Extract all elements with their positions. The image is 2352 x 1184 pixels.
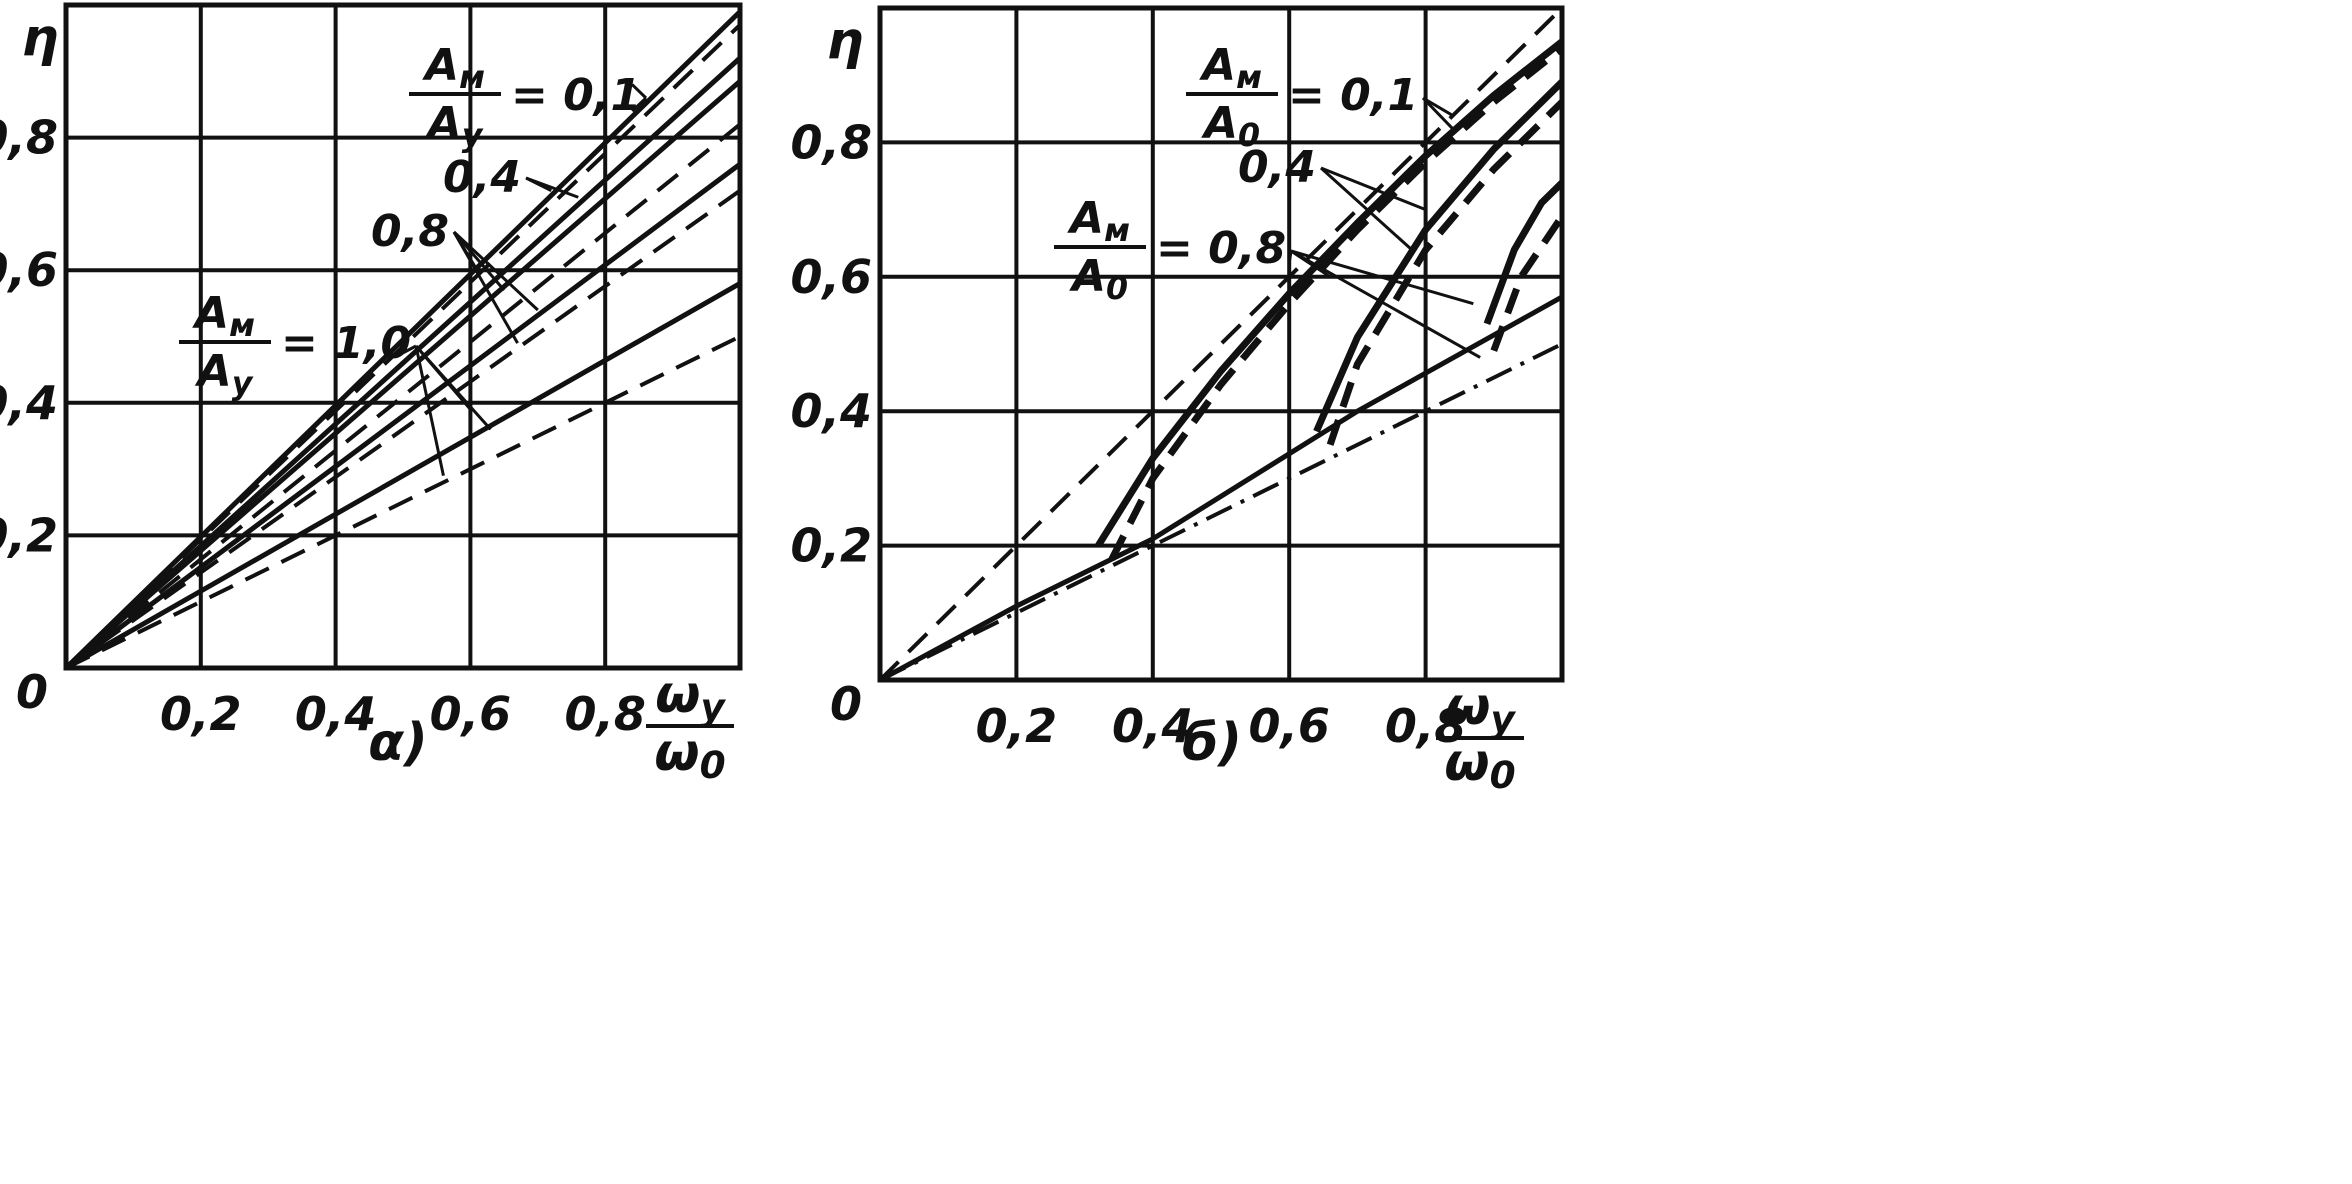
annotation-leader-line: [631, 96, 648, 113]
y-tick-label: 0,8: [791, 115, 873, 169]
annotation-leader-line: [414, 345, 445, 477]
annotation-leader-line: [631, 83, 648, 100]
annotation-value: = 0,1: [1288, 70, 1418, 121]
annotation-leader-line: [452, 231, 519, 344]
annotation-leader-line: [1422, 96, 1454, 117]
annotation-fraction-denominator: Aу: [195, 346, 254, 402]
annotation-leader-line: [1319, 166, 1413, 252]
series-line: [64, 23, 742, 670]
annotation-leader-line: [1290, 249, 1474, 306]
x-tick-label: 0,6: [430, 687, 512, 741]
y-axis-label: η: [21, 8, 58, 68]
series-line: [64, 79, 742, 670]
annotation-fraction-numerator: Aм: [1199, 40, 1262, 96]
x-axis-label-numerator: ωy: [1445, 677, 1516, 741]
series-line: [1490, 214, 1565, 352]
y-tick-label: 0,2: [0, 508, 58, 562]
annotation-value: = 0,1: [511, 70, 641, 121]
y-tick-label: 0,6: [0, 243, 58, 297]
annotation-fraction-numerator: Aм: [1067, 193, 1130, 249]
x-axis-label-numerator: ωy: [655, 665, 726, 729]
series-line: [64, 9, 742, 670]
y-tick-label: 0,2: [791, 519, 873, 573]
plot-frame: [877, 5, 1565, 683]
origin-label: 0: [830, 677, 862, 731]
annotation-fraction-denominator: A0: [1201, 98, 1260, 154]
y-tick-label: 0,6: [791, 250, 873, 304]
series-line: [64, 122, 742, 670]
annotation-value: 0,4: [1238, 142, 1316, 193]
annotation-leader-line: [395, 344, 417, 358]
series-line: [64, 189, 742, 670]
series-line: [65, 334, 741, 670]
y-tick-label: 0,4: [791, 384, 873, 438]
panel-caption: α): [368, 713, 428, 773]
panel-caption: б): [1182, 713, 1242, 773]
annotation-leader-line: [452, 230, 539, 312]
annotation-fraction-numerator: Aм: [192, 288, 255, 344]
annotation-leader-line: [1290, 249, 1481, 359]
annotation-leader-line: [1320, 166, 1427, 211]
series-line: [878, 294, 1564, 683]
series-line: [1313, 79, 1565, 433]
x-tick-label: 0,8: [564, 687, 646, 741]
x-tick-label: 0,8: [1385, 699, 1467, 753]
origin-label: 0: [16, 665, 48, 719]
series-line: [64, 56, 742, 670]
annotation-leader-line: [525, 176, 579, 199]
x-tick-label: 0,4: [1112, 699, 1194, 753]
annotation-value: = 1,0: [281, 318, 411, 369]
x-axis-label-denominator: ω0: [654, 723, 725, 787]
annotation-value: 0,8: [371, 206, 449, 257]
annotation-value: = 0,8: [1156, 223, 1286, 274]
annotation-leader-line: [414, 344, 492, 431]
annotation-value: 0,4: [443, 152, 521, 203]
series-line: [1326, 99, 1565, 446]
x-tick-label: 0,6: [1248, 699, 1330, 753]
series-line: [879, 342, 1563, 682]
annotation-fraction-denominator: A0: [1069, 251, 1128, 307]
x-axis-label-denominator: ω0: [1444, 733, 1515, 797]
series-line: [1483, 180, 1565, 326]
x-tick-label: 0,2: [976, 699, 1058, 753]
y-tick-label: 0,8: [0, 111, 58, 165]
annotation-leader-line: [1287, 250, 1293, 264]
y-axis-label: η: [826, 11, 863, 71]
x-tick-label: 0,2: [160, 687, 242, 741]
series-line: [64, 162, 742, 671]
annotation-fraction-numerator: Aм: [422, 40, 485, 96]
series-line: [64, 281, 742, 671]
x-tick-label: 0,4: [295, 687, 377, 741]
annotation-fraction-denominator: Aу: [425, 98, 484, 154]
series-line: [1095, 38, 1565, 548]
annotation-leader-line: [1421, 96, 1454, 131]
y-tick-label: 0,4: [0, 376, 58, 430]
series-line: [1108, 45, 1565, 561]
plot-frame: [63, 2, 743, 671]
